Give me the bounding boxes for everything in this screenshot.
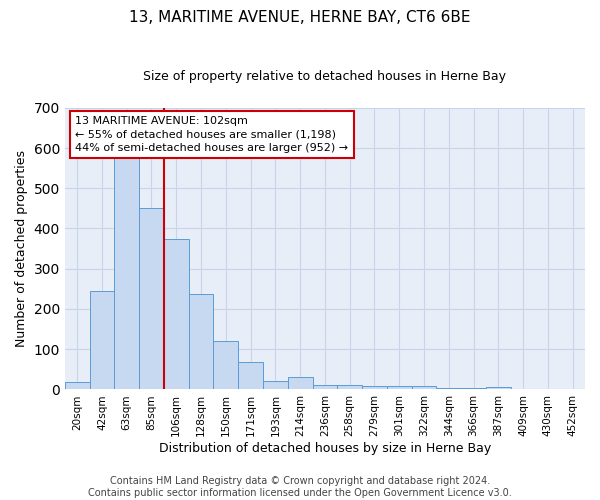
Y-axis label: Number of detached properties: Number of detached properties — [15, 150, 28, 347]
Text: 13, MARITIME AVENUE, HERNE BAY, CT6 6BE: 13, MARITIME AVENUE, HERNE BAY, CT6 6BE — [129, 10, 471, 25]
Text: 13 MARITIME AVENUE: 102sqm
← 55% of detached houses are smaller (1,198)
44% of s: 13 MARITIME AVENUE: 102sqm ← 55% of deta… — [75, 116, 349, 152]
Bar — [65, 382, 89, 390]
Bar — [313, 384, 337, 390]
Bar — [337, 386, 362, 390]
Bar — [387, 386, 412, 390]
Bar — [115, 156, 139, 390]
Bar — [362, 386, 387, 390]
Bar — [486, 388, 511, 390]
Bar — [238, 362, 263, 390]
X-axis label: Distribution of detached houses by size in Herne Bay: Distribution of detached houses by size … — [159, 442, 491, 455]
Bar — [436, 388, 461, 390]
Text: Contains HM Land Registry data © Crown copyright and database right 2024.
Contai: Contains HM Land Registry data © Crown c… — [88, 476, 512, 498]
Bar — [288, 378, 313, 390]
Bar — [89, 291, 115, 390]
Bar — [511, 388, 535, 390]
Bar — [461, 388, 486, 390]
Bar — [412, 386, 436, 390]
Bar — [263, 382, 288, 390]
Title: Size of property relative to detached houses in Herne Bay: Size of property relative to detached ho… — [143, 70, 506, 83]
Bar — [164, 238, 188, 390]
Bar — [188, 294, 214, 390]
Bar — [214, 341, 238, 390]
Bar — [139, 208, 164, 390]
